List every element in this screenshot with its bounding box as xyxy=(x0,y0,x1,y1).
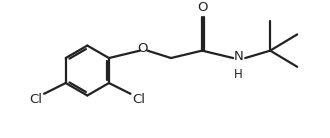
Text: Cl: Cl xyxy=(132,93,145,106)
Text: O: O xyxy=(137,42,148,55)
Text: Cl: Cl xyxy=(29,93,43,106)
Text: O: O xyxy=(197,1,207,14)
Text: H: H xyxy=(234,68,243,81)
Text: N: N xyxy=(234,50,243,63)
